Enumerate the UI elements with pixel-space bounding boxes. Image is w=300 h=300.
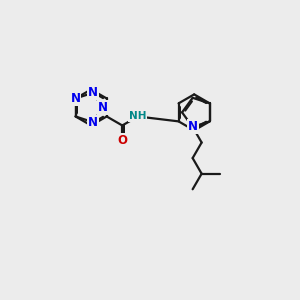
Text: N: N <box>88 116 98 128</box>
Text: N: N <box>98 101 108 114</box>
Text: N: N <box>88 86 98 99</box>
Text: N: N <box>188 120 198 134</box>
Text: O: O <box>117 134 127 147</box>
Text: N: N <box>70 92 80 105</box>
Text: NH: NH <box>129 112 147 122</box>
